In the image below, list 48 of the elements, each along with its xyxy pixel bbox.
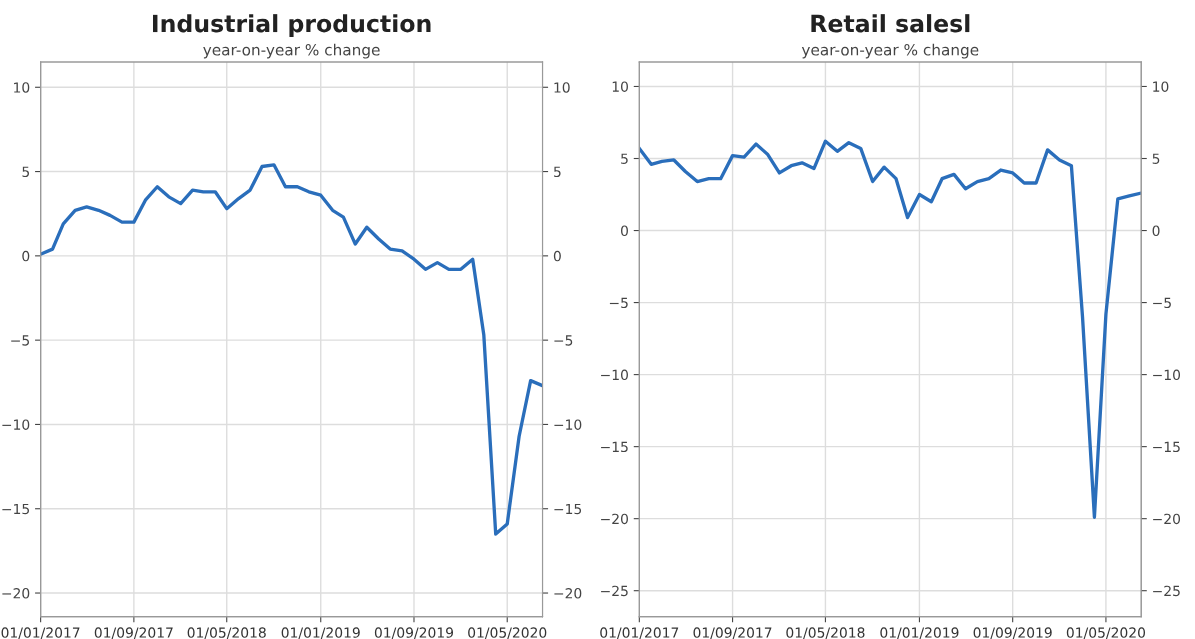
y-tick-label: −20 xyxy=(601,513,628,525)
x-tick-label: 01/01/2019 xyxy=(281,627,360,639)
y-tick-label: 0 xyxy=(22,250,30,262)
x-tick-label: 01/09/2019 xyxy=(374,627,454,639)
y-tick-label: 5 xyxy=(22,166,29,178)
y-tick-label: 10 xyxy=(14,82,30,93)
chart-title: Industrial production xyxy=(153,14,431,37)
chart-title: Retail salesl xyxy=(811,14,970,33)
y-tick-label: −25 xyxy=(601,585,628,597)
y2-tick-label: 5 xyxy=(1152,153,1160,164)
y-tick-label: −10 xyxy=(601,369,628,381)
y2-tick-label: 5 xyxy=(554,166,561,178)
y-tick-label: 0 xyxy=(620,225,628,237)
y2-tick-label: 10 xyxy=(554,82,570,93)
y2-tick-label: −20 xyxy=(1153,513,1181,525)
y2-tick-label: −15 xyxy=(1153,441,1180,453)
x-tick-label: 01/05/2018 xyxy=(187,627,266,639)
x-tick-label: 01/05/2020 xyxy=(468,627,547,639)
y2-tick-label: −25 xyxy=(1153,585,1180,597)
y2-tick-label: −20 xyxy=(554,588,582,599)
y2-tick-label: −5 xyxy=(554,335,573,346)
x-tick-label: 01/09/2017 xyxy=(693,627,772,639)
line-series xyxy=(639,139,1142,519)
y-tick-label: −5 xyxy=(609,297,628,309)
y-tick-label: 5 xyxy=(621,153,628,164)
line-series xyxy=(40,163,543,536)
x-tick-label: 01/05/2018 xyxy=(786,627,865,639)
y-tick-label: 10 xyxy=(612,81,628,92)
x-tick-label: 01/01/2017 xyxy=(1,627,80,639)
y2-tick-label: −10 xyxy=(1153,369,1181,381)
x-tick-label: 01/01/2019 xyxy=(880,627,959,639)
x-tick-label: 01/09/2017 xyxy=(94,627,173,639)
y2-tick-label: −15 xyxy=(554,503,582,515)
y-tick-label: −5 xyxy=(11,335,29,346)
y2-tick-label: −5 xyxy=(1153,297,1171,309)
y2-tick-label: 0 xyxy=(553,250,561,262)
y-tick-label: −10 xyxy=(2,419,30,430)
y2-tick-label: 0 xyxy=(1152,225,1160,237)
x-tick-label: 01/01/2017 xyxy=(600,627,679,639)
chart-subtitle: year-on-year % change xyxy=(801,43,979,59)
y2-tick-label: 10 xyxy=(1153,81,1169,92)
x-tick-label: 01/05/2020 xyxy=(1066,627,1146,639)
x-tick-label: 01/09/2019 xyxy=(973,627,1052,639)
y-tick-label: −15 xyxy=(2,503,29,515)
y-tick-label: −20 xyxy=(2,588,30,599)
chart-subtitle: year-on-year % change xyxy=(203,43,380,59)
y-tick-label: −15 xyxy=(601,441,628,453)
y2-tick-label: −10 xyxy=(554,419,582,430)
